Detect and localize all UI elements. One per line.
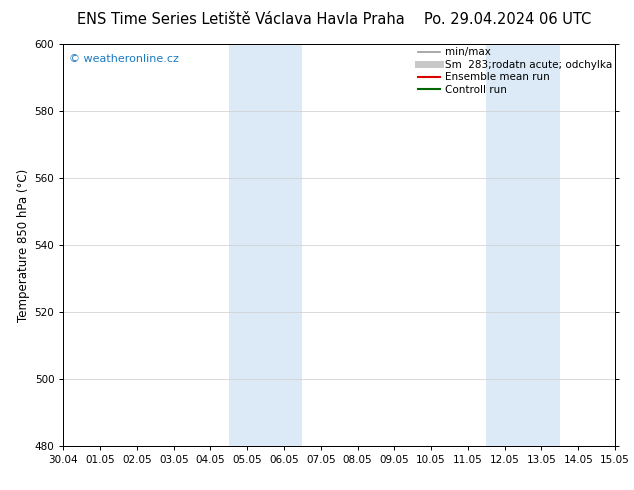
Legend: min/max, Sm  283;rodatn acute; odchylka, Ensemble mean run, Controll run: min/max, Sm 283;rodatn acute; odchylka, … bbox=[418, 47, 612, 95]
Text: © weatheronline.cz: © weatheronline.cz bbox=[69, 54, 179, 64]
Text: ENS Time Series Letiště Václava Havla Praha: ENS Time Series Letiště Václava Havla Pr… bbox=[77, 12, 404, 27]
Y-axis label: Temperature 850 hPa (°C): Temperature 850 hPa (°C) bbox=[18, 169, 30, 321]
Bar bbox=[486, 44, 560, 446]
Bar bbox=[229, 44, 302, 446]
Text: Po. 29.04.2024 06 UTC: Po. 29.04.2024 06 UTC bbox=[424, 12, 591, 27]
